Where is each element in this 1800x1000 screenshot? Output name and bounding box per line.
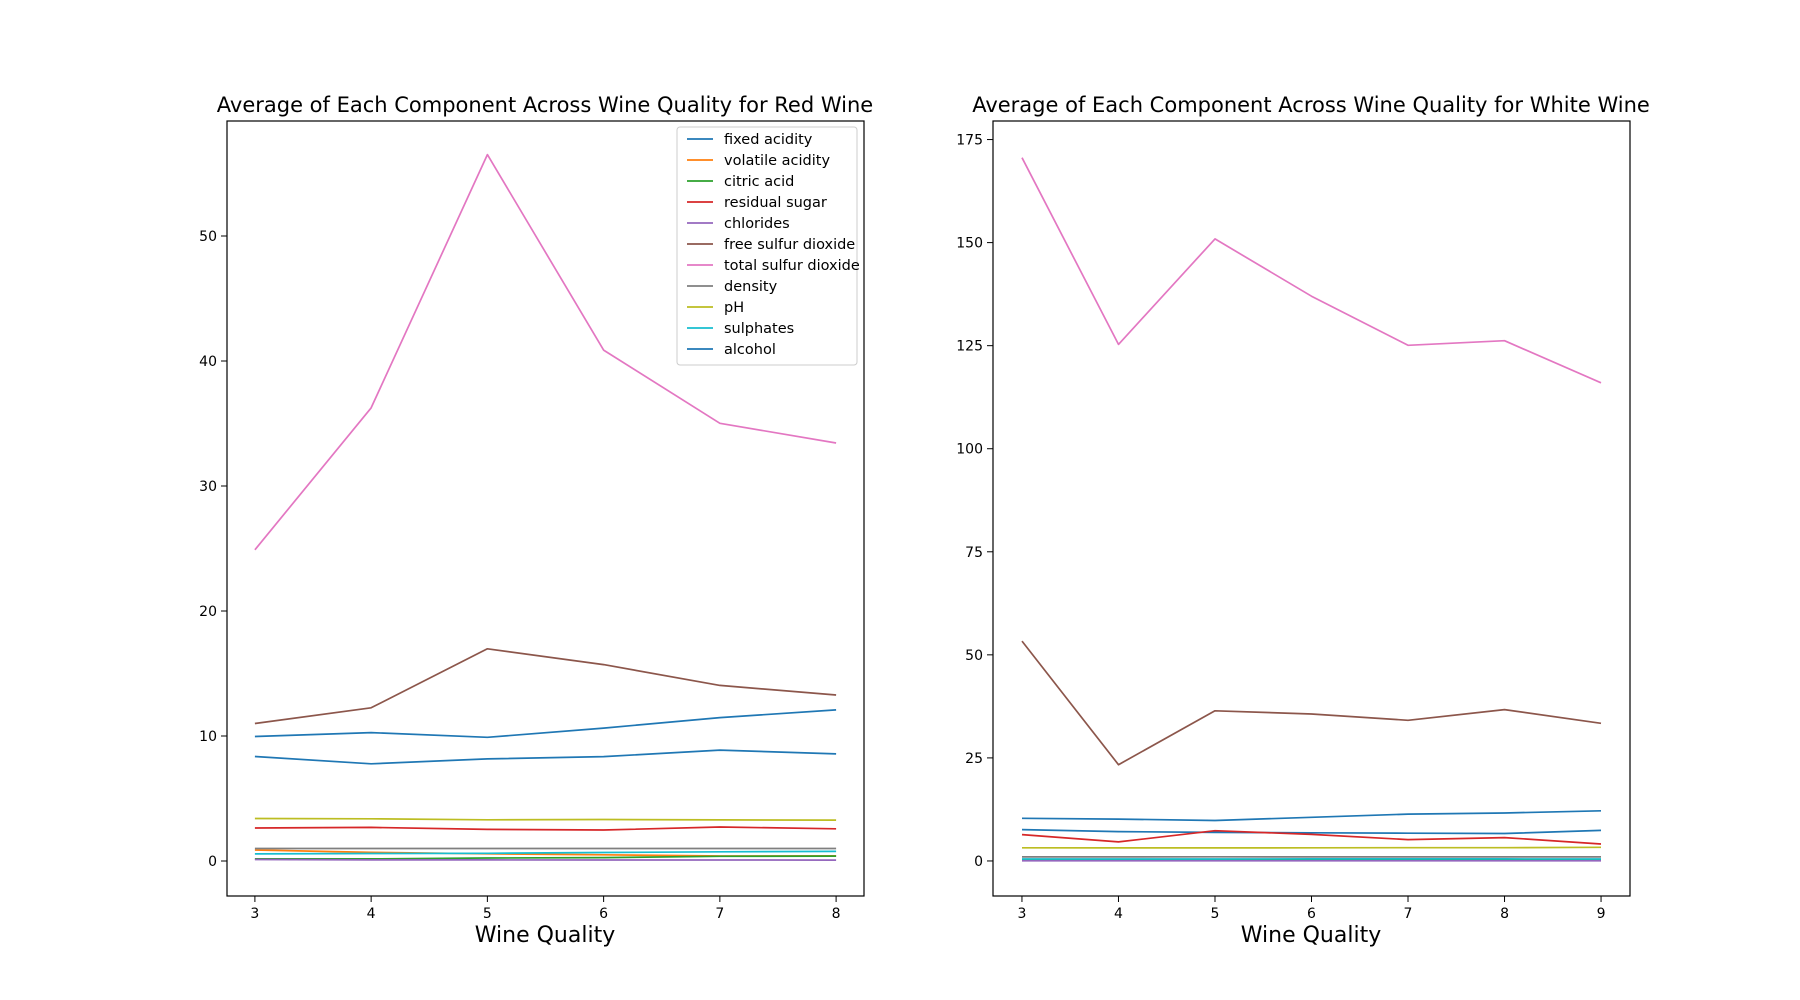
legend-label-chlorides: chlorides xyxy=(724,216,790,232)
white-wine-x-axis-label: Wine Quality xyxy=(1241,923,1381,948)
white-wine-x-tick-label: 3 xyxy=(1017,906,1026,922)
legend-label-total-sulfur-dioxide: total sulfur dioxide xyxy=(724,258,860,274)
legend-label-free-sulfur-dioxide: free sulfur dioxide xyxy=(724,237,855,253)
red-wine-series-sulphates-line xyxy=(254,850,837,855)
red-wine-series-residual-sugar-line xyxy=(254,826,837,831)
legend-label-residual-sugar: residual sugar xyxy=(724,195,827,211)
legend-label-citric-acid: citric acid xyxy=(724,174,794,190)
white-wine-chart-title: Average of Each Component Across Wine Qu… xyxy=(972,93,1650,117)
legend-label-density: density xyxy=(724,279,778,295)
red-wine-x-tick-label: 5 xyxy=(483,906,492,922)
red-wine-y-axis-ticks: 0 10 20 30 40 50 xyxy=(199,229,227,870)
red-wine-series-alcohol-line xyxy=(254,709,837,739)
white-wine-y-tick-label: 125 xyxy=(956,339,983,355)
white-wine-y-axis-ticks: 0 25 50 75 100 125 150 175 xyxy=(956,133,993,870)
white-wine-y-tick-label: 25 xyxy=(965,751,983,767)
white-wine-series-fixed-acidity-line xyxy=(1021,828,1602,835)
red-wine-y-tick-label: 50 xyxy=(199,229,217,245)
red-wine-series-total-sulfur-dioxide-line xyxy=(254,153,837,551)
red-wine-series-free-sulfur-dioxide-line xyxy=(254,647,837,725)
red-wine-x-axis-ticks: 3 4 5 6 7 8 xyxy=(250,896,841,922)
white-wine-series-alcohol-line xyxy=(1021,809,1602,822)
red-wine-series-fixed-acidity-line xyxy=(254,749,837,765)
red-wine-y-tick-label: 10 xyxy=(199,729,217,745)
red-wine-x-axis-label: Wine Quality xyxy=(475,923,615,948)
white-wine-x-axis-ticks: 3 4 5 6 7 8 9 xyxy=(1017,896,1606,922)
legend-label-volatile-acidity: volatile acidity xyxy=(724,153,830,169)
legend-frame xyxy=(676,126,858,366)
red-wine-chart-title: Average of Each Component Across Wine Qu… xyxy=(217,93,873,117)
red-wine-series-ph-line xyxy=(254,817,837,821)
red-wine-series-chlorides-line xyxy=(254,858,837,861)
red-wine-x-tick-label: 3 xyxy=(250,906,259,922)
red-wine-y-tick-label: 30 xyxy=(199,479,217,495)
white-wine-series-free-sulfur-dioxide-line xyxy=(1021,640,1602,766)
legend: fixed acidity volatile acidity citric acid… xyxy=(676,126,860,366)
white-wine-series-residual-sugar-line xyxy=(1021,829,1602,845)
red-wine-chart: Average of Each Component Across Wine Qu… xyxy=(199,93,873,948)
white-wine-x-tick-label: 6 xyxy=(1307,906,1316,922)
red-wine-series-lines xyxy=(254,153,837,861)
red-wine-x-tick-label: 8 xyxy=(832,906,841,922)
red-wine-y-tick-label: 40 xyxy=(199,354,217,370)
legend-label-fixed-acidity: fixed acidity xyxy=(724,132,813,148)
red-wine-plot-frame xyxy=(226,120,865,897)
white-wine-chart: Average of Each Component Across Wine Qu… xyxy=(956,93,1650,948)
white-wine-y-tick-label: 0 xyxy=(974,854,983,870)
white-wine-series-total-sulfur-dioxide-line xyxy=(1021,157,1602,384)
red-wine-x-tick-label: 7 xyxy=(715,906,724,922)
legend-label-sulphates: sulphates xyxy=(724,321,794,337)
white-wine-y-tick-label: 50 xyxy=(965,648,983,664)
white-wine-x-tick-label: 4 xyxy=(1114,906,1123,922)
red-wine-x-tick-label: 4 xyxy=(367,906,376,922)
white-wine-x-tick-label: 7 xyxy=(1404,906,1413,922)
legend-label-ph: pH xyxy=(724,300,744,316)
white-wine-x-tick-label: 9 xyxy=(1597,906,1606,922)
red-wine-y-tick-label: 20 xyxy=(199,604,217,620)
white-wine-y-tick-label: 150 xyxy=(956,236,983,252)
white-wine-series-ph-line xyxy=(1021,846,1602,849)
white-wine-series-lines xyxy=(1021,157,1602,862)
red-wine-y-tick-label: 0 xyxy=(208,854,217,870)
red-wine-x-tick-label: 6 xyxy=(599,906,608,922)
white-wine-x-tick-label: 8 xyxy=(1500,906,1509,922)
white-wine-y-tick-label: 100 xyxy=(956,442,983,458)
white-wine-x-tick-label: 5 xyxy=(1211,906,1220,922)
legend-label-alcohol: alcohol xyxy=(724,342,776,358)
white-wine-y-tick-label: 175 xyxy=(956,133,983,149)
white-wine-y-tick-label: 75 xyxy=(965,545,983,561)
red-wine-series-citric-acid-line xyxy=(254,855,837,860)
